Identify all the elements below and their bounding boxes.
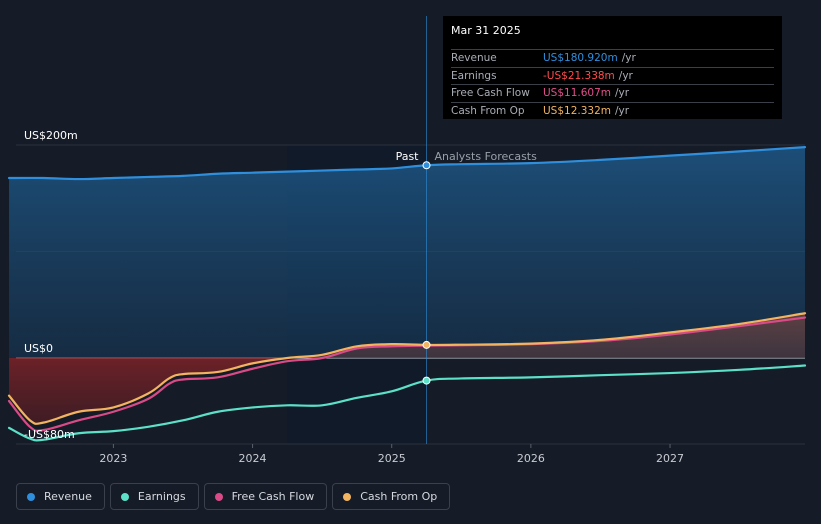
tooltip-unit: /yr: [615, 87, 630, 100]
tooltip-value: US$11.607m: [543, 87, 611, 100]
revenue-area: [9, 147, 805, 358]
past-label: Past: [396, 150, 420, 163]
tooltip-date: Mar 31 2025: [451, 24, 521, 37]
legend-item-revenue[interactable]: Revenue: [16, 483, 105, 510]
tooltip-unit: /yr: [615, 104, 630, 117]
y-tick-label: -US$80m: [24, 428, 75, 441]
tooltip-unit: /yr: [621, 52, 636, 65]
legend-item-free-cash-flow[interactable]: Free Cash Flow: [203, 483, 328, 510]
cash-from-op-negative-area: [9, 358, 805, 424]
tooltip-value: US$12.332m: [543, 104, 611, 117]
divider-markers: [422, 161, 431, 385]
forecast-label: Analysts Forecasts: [435, 150, 538, 163]
x-tick-label: 2023: [99, 452, 127, 465]
x-axis: 2023 2024 2025 2026 2027: [99, 444, 684, 465]
marker-revenue: [422, 161, 431, 170]
tooltip-unit: /yr: [618, 69, 633, 82]
tooltip-label: Revenue: [451, 52, 497, 65]
legend-label: Free Cash Flow: [231, 490, 315, 503]
legend-label: Cash From Op: [360, 490, 438, 503]
tooltip-row-cash-from-op: Cash From Op US$12.332m /yr: [451, 101, 774, 120]
series-line-cash-from-op: [7, 312, 807, 425]
legend-item-earnings[interactable]: Earnings: [109, 483, 199, 510]
series-line-earnings: [7, 364, 807, 442]
tooltip-label: Cash From Op: [451, 104, 525, 117]
cash-from-op-positive-area: [9, 313, 805, 358]
legend-dot-icon: [214, 492, 223, 501]
tooltip: Mar 31 2025 Revenue US$180.920m /yr Earn…: [443, 16, 782, 119]
tooltip-row-revenue: Revenue US$180.920m /yr: [451, 49, 774, 67]
marker-cash-from-op: [422, 340, 431, 349]
legend: Revenue Earnings Free Cash Flow Cash Fro…: [16, 483, 451, 510]
y-axis: US$200m US$0 -US$80m: [24, 129, 78, 441]
tooltip-label: Earnings: [451, 69, 497, 82]
tooltip-value: US$180.920m: [543, 52, 618, 65]
legend-label: Revenue: [44, 490, 92, 503]
y-tick-label: US$200m: [24, 129, 78, 142]
x-tick-label: 2027: [656, 452, 684, 465]
positive-fill: [9, 313, 805, 358]
legend-dot-icon: [120, 492, 129, 501]
y-tick-label: US$0: [24, 342, 53, 355]
tooltip-row-earnings: Earnings -US$21.338m /yr: [451, 66, 774, 85]
tooltip-label: Free Cash Flow: [451, 87, 530, 100]
legend-dot-icon: [343, 492, 352, 501]
x-tick-label: 2025: [378, 452, 406, 465]
series-line-revenue: [7, 146, 807, 181]
x-tick-label: 2024: [239, 452, 267, 465]
legend-label: Earnings: [137, 490, 186, 503]
tooltip-value: -US$21.338m: [543, 69, 615, 82]
marker-earnings: [422, 376, 431, 385]
negative-fill: [9, 358, 805, 424]
tooltip-row-free-cash-flow: Free Cash Flow US$11.607m /yr: [451, 84, 774, 102]
series-areas: [9, 147, 805, 424]
legend-dot-icon: [27, 492, 35, 501]
legend-item-cash-from-op[interactable]: Cash From Op: [332, 483, 451, 510]
series-lines: [7, 146, 807, 442]
x-tick-label: 2026: [517, 452, 545, 465]
